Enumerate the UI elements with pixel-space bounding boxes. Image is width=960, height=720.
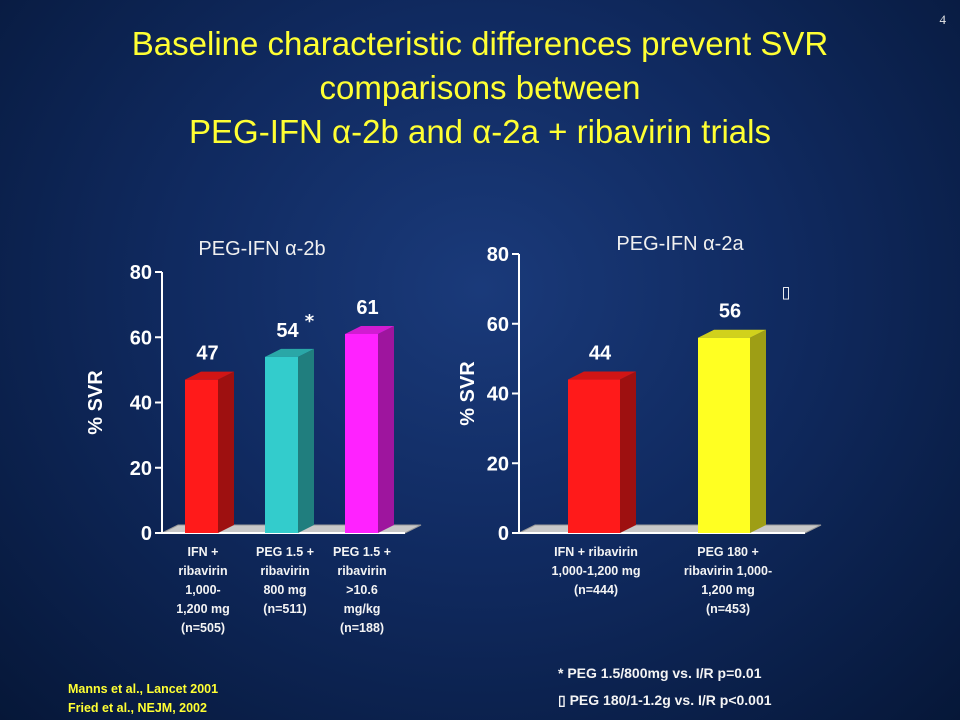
category-label-line: (n=511) bbox=[263, 602, 307, 616]
chart2-ytick-label-60: 60 bbox=[487, 314, 509, 336]
category-label-line: (n=505) bbox=[180, 621, 226, 635]
slide-title: Baseline characteristic differences prev… bbox=[40, 22, 920, 154]
chart2-ytick-label-40: 40 bbox=[487, 384, 509, 406]
chart1-bar-3-top bbox=[345, 325, 394, 334]
title-line-3: PEG-IFN α-2b and α-2a + ribavirin trials bbox=[189, 113, 771, 150]
chart1-ytick-label-20: 20 bbox=[130, 458, 152, 480]
category-label-line: >10.6 bbox=[346, 583, 378, 597]
chart1-bar-1-value-label: 47 bbox=[196, 343, 218, 365]
chart2-bar-1-top bbox=[568, 371, 636, 380]
chart2-ytick-label-20: 20 bbox=[487, 453, 509, 475]
category-label-line: PEG 1.5 + bbox=[255, 545, 315, 559]
chart2-title: PEG-IFN α-2a bbox=[616, 233, 744, 255]
chart1-bar-3-value-label: 61 bbox=[356, 297, 378, 319]
chart1-y-label: % SVR bbox=[85, 370, 107, 435]
slide-number: 4 bbox=[939, 12, 947, 27]
chart1-bar-2-value-label: 54 bbox=[276, 320, 299, 342]
chart2-category-label-2: PEG 180 + ribavirin 1,000- 1,200 mg (n=453) bbox=[658, 543, 798, 619]
category-label-line: IFN + ribavirin bbox=[554, 545, 638, 559]
chart2-annotation-1: ▯ bbox=[782, 283, 791, 302]
title-line-2: comparisons between bbox=[319, 69, 641, 106]
chart2-floor bbox=[518, 524, 822, 534]
category-label-line: ribavirin bbox=[178, 564, 228, 578]
chart2-bar-2-side bbox=[750, 329, 766, 533]
chart2-ytick-label-80: 80 bbox=[487, 244, 509, 266]
chart2-ytick-label-0: 0 bbox=[498, 523, 509, 545]
footnote-peg-2b: * PEG 1.5/800mg vs. I/R p=0.01 bbox=[558, 665, 762, 681]
reference-manns: Manns et al., Lancet 2001 bbox=[68, 682, 219, 696]
chart1-bar-3 bbox=[345, 333, 378, 533]
category-label-line: ribavirin bbox=[337, 564, 387, 578]
chart2-y-label: % SVR bbox=[457, 361, 479, 426]
chart2-bar-2-top bbox=[698, 329, 766, 338]
chart1-category-label-3: PEG 1.5 + ribavirin >10.6 mg/kg (n=188) bbox=[319, 543, 405, 638]
chart1-category-label-1: IFN + ribavirin 1,000- 1,200 mg (n=505) bbox=[160, 543, 246, 638]
chart1-ytick-label-60: 60 bbox=[130, 327, 152, 349]
category-label-line: mg/kg bbox=[343, 602, 381, 616]
category-label-line: IFN + bbox=[187, 545, 219, 559]
chart1-title: PEG-IFN α-2b bbox=[198, 238, 325, 260]
category-label-line: (n=188) bbox=[339, 621, 385, 635]
reference-fried: Fried et al., NEJM, 2002 bbox=[68, 701, 207, 715]
chart2-bar-1 bbox=[568, 379, 620, 533]
category-label-line: PEG 1.5 + bbox=[332, 545, 392, 559]
chart1-category-label-2: PEG 1.5 + ribavirin 800 mg (n=511) bbox=[242, 543, 328, 619]
category-label-line: ribavirin bbox=[260, 564, 310, 578]
chart1-bar-2-top bbox=[265, 348, 314, 357]
chart1-ytick-label-40: 40 bbox=[130, 393, 152, 415]
chart1-annotation-1: * bbox=[305, 311, 315, 332]
chart1-bar-1-side bbox=[218, 371, 234, 533]
footnotes: * PEG 1.5/800mg vs. I/R p=0.01 ▯ PEG 180… bbox=[558, 660, 772, 714]
chart1-bar-2-side bbox=[298, 348, 314, 533]
chart1-bar-2 bbox=[265, 356, 298, 533]
category-label-line: (n=453) bbox=[705, 602, 751, 616]
chart1-bar-1 bbox=[185, 379, 218, 533]
category-label-line: PEG 180 + bbox=[697, 545, 759, 559]
chart1-ytick-label-80: 80 bbox=[130, 262, 152, 284]
chart1-ytick-label-0: 0 bbox=[141, 523, 152, 545]
category-label-line: ribavirin 1,000- bbox=[683, 564, 773, 578]
chart1-bar-1-top bbox=[185, 371, 234, 380]
category-label-line: 1,200 mg bbox=[701, 583, 755, 597]
category-label-line: (n=444) bbox=[573, 583, 619, 597]
chart2-bar-1-side bbox=[620, 371, 636, 533]
references: Manns et al., Lancet 2001 Fried et al., … bbox=[68, 680, 218, 718]
chart2-bar-1-value-label: 44 bbox=[589, 343, 612, 365]
chart2-category-label-1: IFN + ribavirin 1,000-1,200 mg (n=444) bbox=[526, 543, 666, 600]
footnote-peg-2a: ▯ PEG 180/1-1.2g vs. I/R p<0.001 bbox=[558, 692, 772, 708]
chart2-bar-2-value-label: 56 bbox=[719, 301, 741, 323]
category-label-line: 1,200 mg bbox=[176, 602, 230, 616]
chart2-bar-2 bbox=[698, 337, 750, 533]
chart1-bar-3-side bbox=[378, 325, 394, 533]
title-line-1: Baseline characteristic differences prev… bbox=[131, 25, 829, 62]
category-label-line: 1,000-1,200 mg bbox=[551, 564, 641, 578]
category-label-line: 800 mg bbox=[263, 583, 307, 597]
category-label-line: 1,000- bbox=[185, 583, 221, 597]
